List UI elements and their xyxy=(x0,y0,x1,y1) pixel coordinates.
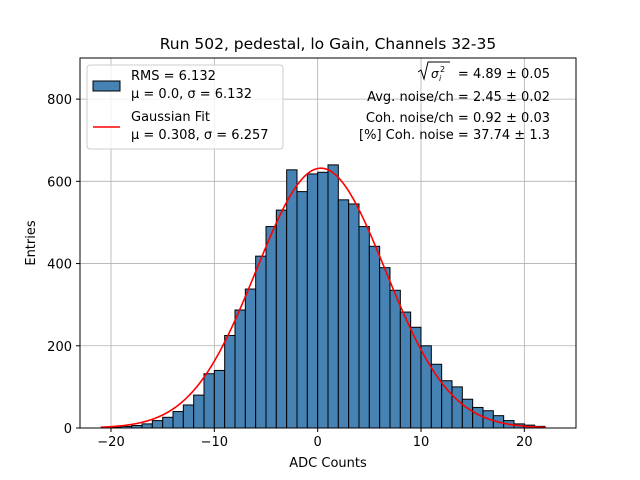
histogram-bar xyxy=(234,309,246,429)
histogram-bar xyxy=(296,191,308,429)
histogram-bar xyxy=(255,255,267,429)
histogram-bar xyxy=(358,226,370,429)
histogram-bars xyxy=(110,164,546,429)
plot-frame xyxy=(79,57,577,429)
x-tick-label-3: 10 xyxy=(413,435,430,450)
histogram-bar xyxy=(151,420,164,429)
noise-annotations: σ 2 i = 4.89 ± 0.05 Avg. noise/ch = 2.45… xyxy=(359,61,550,143)
legend-histogram-label-2: μ = 0.0, σ = 6.132 xyxy=(131,87,252,102)
y-tick-label-2: 400 xyxy=(47,258,72,273)
histogram-bar xyxy=(141,423,153,429)
histogram-bar xyxy=(203,373,215,429)
histogram-bar xyxy=(389,289,401,429)
gaussian-fit-curve xyxy=(100,167,546,429)
x-tick-label-2: 0 xyxy=(314,435,322,450)
histogram-bar xyxy=(399,311,412,429)
gaussian-fit-layer xyxy=(100,167,546,429)
legend-fit-label-2: μ = 0.308, σ = 6.257 xyxy=(131,128,269,143)
svg-text:σ: σ xyxy=(431,67,439,81)
y-tick-label-4: 800 xyxy=(47,93,72,108)
histogram-bar xyxy=(451,386,463,429)
histogram-bar xyxy=(244,288,257,429)
legend: RMS = 6.132 μ = 0.0, σ = 6.132 Gaussian … xyxy=(86,64,284,150)
y-tick-label-1: 200 xyxy=(47,340,72,355)
chart-title: Run 502, pedestal, lo Gain, Channels 32-… xyxy=(160,35,497,53)
annotation-coh-noise-percent: [%] Coh. noise = 37.74 ± 1.3 xyxy=(359,128,550,143)
legend-fit-label-1: Gaussian Fit xyxy=(131,110,210,125)
histogram-bar xyxy=(162,416,174,429)
y-tick-label-0: 0 xyxy=(64,422,72,437)
sqrt-sigma-symbol: σ 2 i xyxy=(417,61,450,83)
histogram-bar xyxy=(368,245,381,429)
x-tick-label-1: −10 xyxy=(201,435,228,450)
histogram-bar xyxy=(410,326,422,429)
annotation-coh-noise: Coh. noise/ch = 0.92 ± 0.03 xyxy=(366,111,550,126)
histogram-bar xyxy=(472,406,484,429)
x-axis-label: ADC Counts xyxy=(289,456,367,471)
histogram-bar xyxy=(172,411,184,429)
annotation-avg-noise: Avg. noise/ch = 2.45 ± 0.02 xyxy=(367,90,550,105)
histogram-bar xyxy=(224,335,236,429)
histogram-bar xyxy=(193,394,205,429)
x-tick-label-0: −20 xyxy=(97,435,124,450)
histogram-bar xyxy=(348,203,360,429)
histogram-bar xyxy=(337,199,350,429)
histogram-bar xyxy=(327,164,339,429)
histogram-bar xyxy=(461,398,474,429)
legend-frame xyxy=(86,64,284,150)
histogram-bar xyxy=(379,267,391,429)
histogram-bar xyxy=(317,171,329,429)
histogram-bar xyxy=(430,363,443,429)
histogram-bar xyxy=(441,380,453,429)
y-axis-label: Entries xyxy=(24,220,39,266)
histogram-bar xyxy=(265,226,277,429)
svg-text:2: 2 xyxy=(440,65,445,74)
histogram-bar xyxy=(286,169,298,429)
y-tick-label-3: 600 xyxy=(47,175,72,190)
svg-text:i: i xyxy=(439,74,442,83)
histogram-bar xyxy=(306,173,319,429)
histogram-bar xyxy=(182,404,195,429)
legend-histogram-swatch xyxy=(92,80,121,92)
x-tick-label-4: 20 xyxy=(516,435,533,450)
histogram-bar xyxy=(213,369,226,429)
histogram-bar xyxy=(275,209,288,429)
legend-histogram-label-1: RMS = 6.132 xyxy=(131,69,216,84)
annotation-total-noise: = 4.89 ± 0.05 xyxy=(458,67,550,82)
